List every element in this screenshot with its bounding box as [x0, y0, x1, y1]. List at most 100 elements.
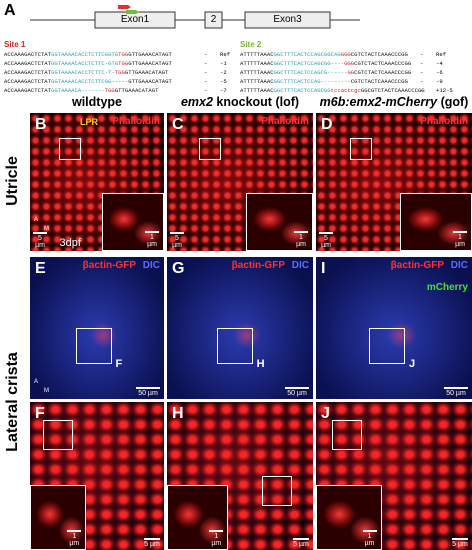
indel-size: -7 [220, 87, 227, 94]
scale-bar: 1 µm [209, 530, 223, 547]
sequence-segment: GGTAAAACACCTCTTC-T- [51, 69, 115, 76]
scale-bar: 1 µm [363, 530, 377, 547]
separator: - [420, 78, 424, 85]
stain-label: DIC [291, 260, 309, 271]
sequence-segment: GGG [340, 51, 351, 58]
sequence-segment: ACCAAAGACTCTAT [4, 69, 51, 76]
sequence-segment: ----- [111, 78, 129, 85]
inset: 1 µm [400, 193, 472, 251]
sequence-segment: GGTAAAACACCTCTTC-GTG [51, 60, 119, 67]
zoom-box [216, 328, 253, 364]
stain-label: DIC [450, 260, 468, 271]
stain-label: Phalloidin [261, 116, 309, 127]
column-header: m6b:emx2-mCherry (gof) [310, 95, 472, 109]
gene-diagram [30, 5, 360, 29]
exon-label: Exon1 [120, 14, 150, 25]
indel-size: +12-5 [436, 87, 453, 94]
image-panel: D Phalloidin 1 µm 5 µm [316, 113, 472, 251]
sequence-segment: ATTTTTAAAC [240, 60, 274, 67]
header-text: (gof) [437, 95, 469, 109]
indel-size: -9 [436, 78, 443, 85]
inset: 1 µm [102, 193, 164, 251]
zoom-box [331, 419, 362, 450]
axis-label: A [34, 217, 39, 223]
panel-label: E [35, 260, 46, 277]
separator: - [204, 51, 208, 58]
sequence-segment: GGTAAAACA------- [51, 87, 105, 94]
image-panel: C Phalloidin 1 µm 5 µm [167, 113, 313, 251]
sequence-segment: GGCGTCTACTCAAACCCGG [360, 87, 425, 94]
separator: - [204, 78, 208, 85]
zoom-box [199, 137, 222, 160]
indel-size: -4 [436, 60, 443, 67]
sequence-segment: GGCTTTCACTCCAGCG------ [273, 69, 348, 76]
exon-box [244, 11, 331, 29]
site-marker [126, 10, 139, 14]
inset: 1 µm [245, 193, 313, 251]
scale-bar: 5 µm [170, 232, 184, 249]
sequence-segment: GTTGAAACATAGT [128, 60, 172, 67]
sequence-segment: GGTAAAACACCTCTTCGG [51, 78, 112, 85]
scale-bar: 50 µm [444, 387, 468, 397]
image-panel: J 1 µm 5 µm [316, 402, 472, 550]
exon-label: Exon3 [273, 14, 302, 25]
axis-label: M [44, 388, 49, 394]
sequence: ACCAAAGACTCTATGGTAAAACACCTCTTC-T-TGGGTTG… [4, 70, 169, 76]
sequence-segment: GG [347, 69, 355, 76]
sequence: ACCAAAGACTCTATGGTAAAACACCTCTTCGG-----GTT… [4, 79, 172, 85]
sequence-segment: CGTCTACTCAAACCCGG [350, 78, 408, 85]
sequence-segment: GGCTTTCACTCCAGCGG [273, 87, 331, 94]
inset: 1 µm [316, 484, 382, 550]
site-title: Site 2 [240, 40, 262, 49]
zoom-box [261, 476, 292, 506]
sequence-segment: tccactcgc [330, 87, 361, 94]
stain-label: mCherry [426, 282, 468, 293]
scale-bar: 50 µm [136, 387, 160, 397]
separator: - [420, 51, 424, 58]
sequence: ACCAAAGACTCTATGGTAAAACA-------TGGGTTGAAA… [4, 88, 158, 94]
separator: - [204, 60, 208, 67]
scale-bar: 5 µm [293, 538, 309, 548]
row-header: Lateral crista [4, 352, 21, 452]
image-panel: B Phalloidin 1 µm 5 µm LPR 3dpf A M [30, 113, 164, 251]
sequence: ATTTTTAAACGGCTTTCACTCCAGCG------GGCGTCTA… [240, 70, 411, 76]
sequence-segment: ATTTTTAAAC [240, 69, 274, 76]
exon-label: 2 [210, 14, 217, 25]
indel-size: -2 [220, 69, 227, 76]
panel-label: A [4, 2, 16, 19]
header-italic: emx2 [180, 95, 213, 109]
exon-box [204, 11, 223, 29]
scale-bar: 5 µm [33, 232, 47, 249]
sequence-segment: GGTAAAACACCTCTTCGGTG [51, 51, 119, 58]
sequence: ACCAAAGACTCTATGGTAAAACACCTCTTCGGTGTGGGTT… [4, 52, 172, 58]
sequence-segment: CGTCTACTCAAACCCGG [354, 60, 412, 67]
zoom-box [75, 328, 112, 364]
sequence-segment: GTTGAAACATAGT [114, 87, 159, 94]
scale-bar: 50 µm [285, 387, 309, 397]
inset: 1 µm [167, 484, 229, 550]
sequence-segment: ACCAAAGACTCTAT [4, 60, 51, 67]
sequence-segment: GTTGAAACATAGT [128, 51, 172, 58]
site-marker [118, 5, 131, 9]
sequence-segment: ATTTTTAAAC [240, 51, 274, 58]
sequence-segment: ATTTTTAAAC [240, 78, 274, 85]
stain-label: βactin-GFP [390, 260, 444, 271]
sequence-segment: TGG [114, 69, 125, 76]
scale-bar: 5 µm [144, 538, 160, 548]
sequence-segment: TGG [118, 60, 129, 67]
stain-label: Phalloidin [112, 116, 160, 127]
box-label: J [409, 358, 416, 370]
row-header: Utricle [4, 156, 21, 206]
indel-size: Ref [436, 51, 447, 58]
stain-label: Phalloidin [420, 116, 468, 127]
image-panel: F 1 µm 5 µm [30, 402, 164, 550]
sequence-segment: TGG [104, 87, 115, 94]
sequence-segment: GTTGAAACATAGT [128, 78, 172, 85]
separator: - [204, 87, 208, 94]
indel-size: Ref [220, 51, 231, 58]
zoom-box [350, 137, 373, 160]
header-text: wildtype [71, 95, 122, 109]
box-label: F [115, 358, 123, 370]
